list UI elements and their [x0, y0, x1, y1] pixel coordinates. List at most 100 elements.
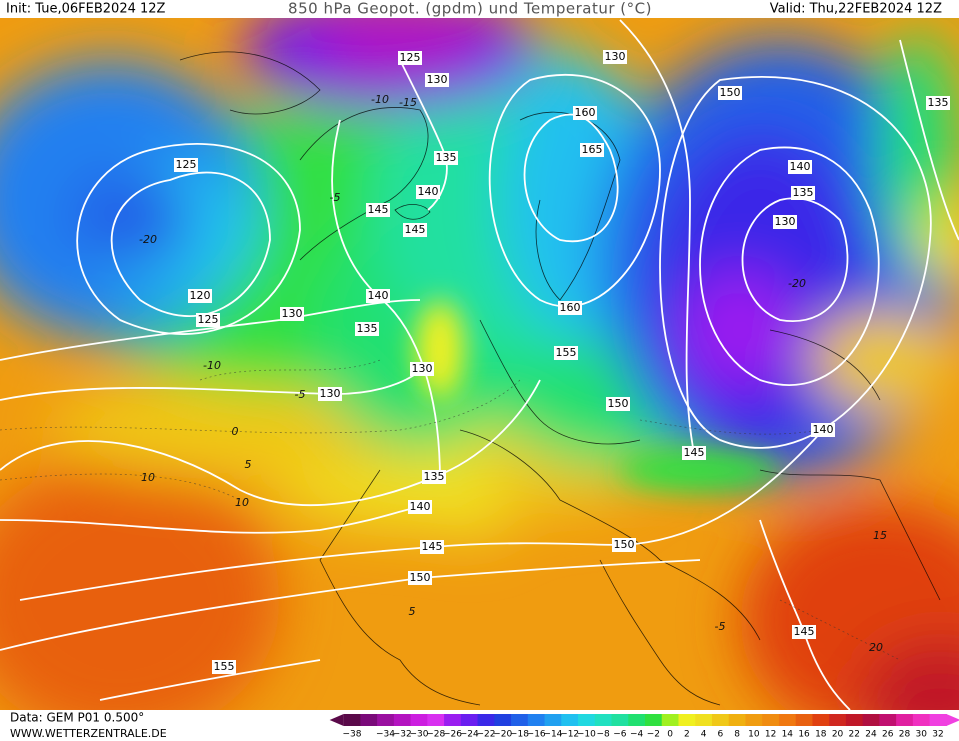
colorbar-label: −4 [630, 730, 644, 740]
contour-label-box [434, 151, 458, 165]
contour-label-box [791, 186, 815, 200]
contour-label-box [196, 313, 220, 327]
colorbar-swatch [812, 714, 830, 726]
contour-label-box [422, 470, 446, 484]
contour-label-box [188, 289, 212, 303]
geopotential-label: 150 [608, 397, 629, 410]
temperature-label: -5 [330, 191, 341, 204]
colorbar-label: 20 [832, 730, 844, 740]
geopotential-label: 140 [813, 423, 834, 436]
colorbar-label: −16 [527, 730, 546, 740]
contour-label-box [792, 625, 816, 639]
geopotential-label: 130 [412, 362, 433, 375]
geopotential-label: 135 [436, 151, 457, 164]
temperature-label: -10 [203, 359, 221, 372]
colorbar-swatch [477, 714, 495, 726]
colorbar-label: −26 [443, 730, 462, 740]
colorbar-swatch [896, 714, 914, 726]
contour-label-box [410, 362, 434, 376]
colorbar-label: 10 [748, 730, 760, 740]
colorbar-swatch [377, 714, 395, 726]
contour-label-box [280, 307, 304, 321]
temperature-label: -20 [139, 233, 157, 246]
geopotential-label: 155 [214, 660, 235, 673]
colorbar-swatch [460, 714, 479, 726]
geopotential-label: 140 [418, 185, 439, 198]
colorbar-swatch [611, 714, 629, 726]
colorbar-label: 8 [734, 730, 740, 740]
colorbar-swatch [711, 714, 730, 726]
contour-label-box [773, 215, 797, 229]
geopotential-label: 130 [282, 307, 303, 320]
colorbar-swatch [661, 714, 679, 726]
colorbar-swatch [762, 714, 780, 726]
colorbar-swatch [879, 714, 897, 726]
contour-label-box [554, 346, 578, 360]
colorbar-label: −32 [393, 730, 412, 740]
geopotential-label: 160 [560, 301, 581, 314]
colorbar-arrow [946, 714, 959, 726]
colorbar-swatch [527, 714, 546, 726]
temperature-label: 20 [869, 641, 883, 654]
colorbar-swatch [578, 714, 596, 726]
colorbar-swatch [511, 714, 529, 726]
contour-label-box [398, 51, 422, 65]
contour-label-box [212, 660, 236, 674]
colorbar-label: −8 [597, 730, 611, 740]
geopotential-label: 165 [582, 143, 603, 156]
valid-time: Valid: Thu,22FEB2024 12Z [770, 2, 942, 17]
geopotential-label: 140 [410, 500, 431, 513]
geopotential-label: 130 [775, 215, 796, 228]
geopotential-label: 130 [320, 387, 341, 400]
geopotential-label: 150 [410, 571, 431, 584]
colorbar-label: 14 [782, 730, 794, 740]
geopotential-label: 130 [427, 73, 448, 86]
colorbar-swatch [728, 714, 746, 726]
colorbar-swatch [845, 714, 864, 726]
colorbar-swatch [862, 714, 880, 726]
colorbar-swatch [695, 714, 713, 726]
contour-label-box [416, 185, 440, 199]
geopotential-label: 150 [614, 538, 635, 551]
colorbar-swatch [594, 714, 613, 726]
colorbar-label: −22 [476, 730, 495, 740]
colorbar-label: 32 [932, 730, 943, 740]
colorbar-label: 0 [667, 730, 673, 740]
temperature-label: -10 [371, 93, 389, 106]
colorbar-swatch [912, 714, 931, 726]
colorbar-label: −2 [647, 730, 660, 740]
temperature-label: 10 [141, 471, 155, 484]
colorbar-label: −10 [577, 730, 596, 740]
colorbar-label: 22 [849, 730, 860, 740]
contour-label-box [606, 397, 630, 411]
temperature-label: -5 [295, 388, 306, 401]
contour-label-box [558, 301, 582, 315]
contour-label-box [425, 73, 449, 87]
geopotential-label: 140 [790, 160, 811, 173]
colorbar-label: 30 [916, 730, 928, 740]
temperature-label: 15 [873, 529, 887, 542]
colorbar-swatch [778, 714, 797, 726]
contour-label-box [366, 203, 390, 217]
colorbar-label: 16 [798, 730, 810, 740]
colorbar-label: 6 [717, 730, 723, 740]
geopotential-label: 155 [556, 346, 577, 359]
colorbar-label: −38 [343, 730, 362, 740]
contour-label-box [403, 223, 427, 237]
contour-label-box [718, 86, 742, 100]
colorbar-label: −20 [493, 730, 512, 740]
colorbar-swatch [645, 714, 663, 726]
colorbar-swatch [929, 714, 947, 726]
geopotential-label: 135 [357, 322, 378, 335]
temperature-label: -20 [788, 277, 806, 290]
website: WWW.WETTERZENTRALE.DE [10, 727, 167, 740]
colorbar-swatch [410, 714, 428, 726]
geopotential-label: 130 [605, 50, 626, 63]
contour-label-box [926, 96, 950, 110]
colorbar-label: −34 [376, 730, 395, 740]
colorbar-swatch [494, 714, 512, 726]
contour-label-box [788, 160, 812, 174]
colorbar-swatch [628, 714, 646, 726]
colorbar-swatch [678, 714, 696, 726]
